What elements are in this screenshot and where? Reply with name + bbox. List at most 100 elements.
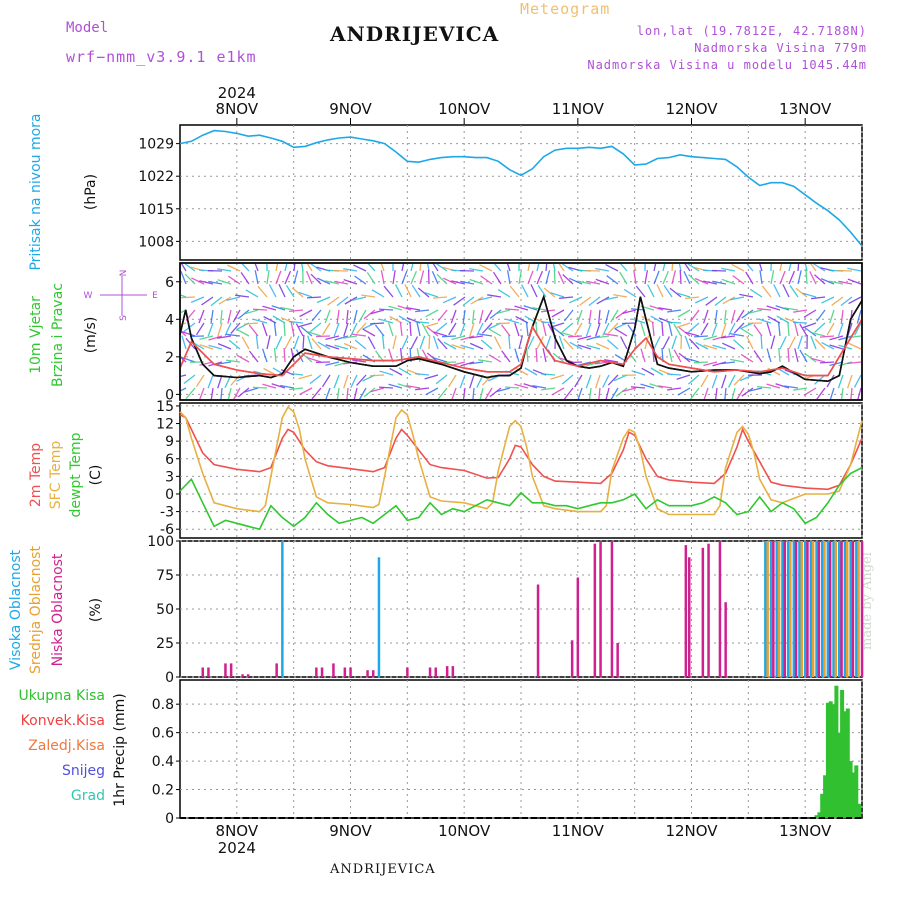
wind-barb [336, 296, 349, 307]
bar-niska-oblacnost [406, 667, 409, 677]
wind-barb [736, 387, 745, 400]
wind-barb [640, 322, 646, 337]
wind-barb [545, 270, 551, 285]
wind-barb [496, 387, 511, 393]
bar-niska-oblacnost [616, 643, 619, 677]
panel-frame-wind [179, 262, 863, 401]
wind-barb [272, 315, 286, 324]
wind-barb [275, 263, 279, 272]
wind-barb [613, 293, 628, 298]
wind-barb [302, 334, 305, 350]
series-line-pressure [179, 129, 863, 247]
wind-barb [325, 280, 340, 285]
wind-barb [561, 374, 574, 385]
bar-visoka-oblacnost [769, 541, 773, 677]
wind-barb [662, 270, 669, 285]
wind-barb [311, 387, 322, 400]
wind-barb [435, 374, 448, 385]
wind-barb [536, 263, 540, 272]
wind-barb [437, 387, 448, 400]
x-date-top: 9NOV [329, 100, 372, 118]
bar-ukupna-kisa [851, 772, 856, 818]
wind-barb [309, 322, 322, 333]
wind-barb [442, 296, 457, 304]
wind-barb [469, 322, 475, 337]
precip-legend-label: Snijeg [62, 763, 105, 779]
x-date-bottom: 10NOV [438, 822, 491, 840]
wind-barb [325, 335, 340, 341]
bar-visoka-oblacnost [281, 541, 284, 677]
compass-s: S [119, 315, 129, 321]
wind-barb [248, 324, 259, 337]
wind-barb [310, 273, 322, 285]
wind-barb [784, 307, 799, 311]
bar-niska-oblacnost [428, 667, 432, 677]
wind-barb [792, 321, 808, 324]
wind-barb [562, 274, 574, 285]
wind-barb [805, 269, 808, 285]
wind-barb [576, 309, 583, 324]
wind-barb [424, 374, 439, 380]
wind-barb [266, 270, 270, 285]
wind-barb [671, 335, 678, 350]
wind-barb [307, 335, 313, 350]
wind-barb [311, 337, 322, 350]
wind-barb [293, 263, 296, 272]
wind-barb [374, 324, 385, 337]
wind-barb [804, 352, 817, 363]
wind-barb [208, 344, 223, 350]
wind-barb [354, 275, 367, 285]
wind-barb [199, 361, 214, 366]
wind-barb [415, 321, 430, 324]
wind-barb [356, 322, 367, 334]
wind-barb [651, 322, 655, 337]
wind-barb [289, 372, 304, 376]
wind-barb [426, 326, 439, 337]
wind-barb [811, 357, 826, 363]
wind-barb [487, 294, 502, 298]
bar-niska-oblacnost [275, 663, 278, 677]
wind-barb [363, 309, 376, 320]
elevation-model: Nadmorska Visina u modelu 1045.44m [587, 58, 867, 72]
wind-barb [322, 322, 331, 336]
wind-barb [846, 374, 853, 389]
wind-barb [524, 367, 538, 376]
model-label: Model [66, 20, 109, 36]
bar-niska-oblacnost [707, 543, 710, 677]
wind-barb [840, 309, 844, 324]
bar-srednja-oblacnost [846, 541, 849, 677]
wind-barb [399, 322, 403, 337]
wind-barb [712, 280, 727, 285]
wind-barb [388, 383, 403, 389]
wind-barb [333, 322, 340, 337]
wind-barb [325, 361, 340, 366]
wind-barb [453, 296, 466, 306]
wind-barb [293, 270, 299, 285]
wind-barb [437, 338, 448, 350]
wind-barb [688, 338, 700, 350]
bar-ukupna-kisa [834, 685, 839, 818]
wind-barb [559, 331, 574, 337]
wind-barb [536, 270, 543, 285]
wind-barb [366, 271, 376, 285]
wind-barb [488, 354, 502, 363]
wind-barb [604, 296, 619, 301]
wind-barb [577, 280, 592, 285]
wind-barb [640, 348, 646, 363]
wind-barb [662, 263, 666, 272]
wind-barb [180, 270, 187, 285]
wind-barb [731, 263, 745, 272]
bar-niska-oblacnost [806, 541, 809, 677]
wind-barb [766, 322, 772, 337]
wind-barb [837, 374, 844, 389]
wind-barb [647, 284, 655, 298]
wind-barb [432, 335, 439, 350]
wind-barb [410, 270, 417, 285]
bar-visoka-oblacnost [855, 541, 858, 677]
wind-barb [479, 264, 493, 272]
bar-visoka-oblacnost [843, 541, 847, 677]
wind-barb [343, 268, 358, 272]
wind-barb [666, 321, 682, 324]
bar-ukupna-kisa [825, 702, 830, 818]
wind-barb [606, 339, 619, 350]
